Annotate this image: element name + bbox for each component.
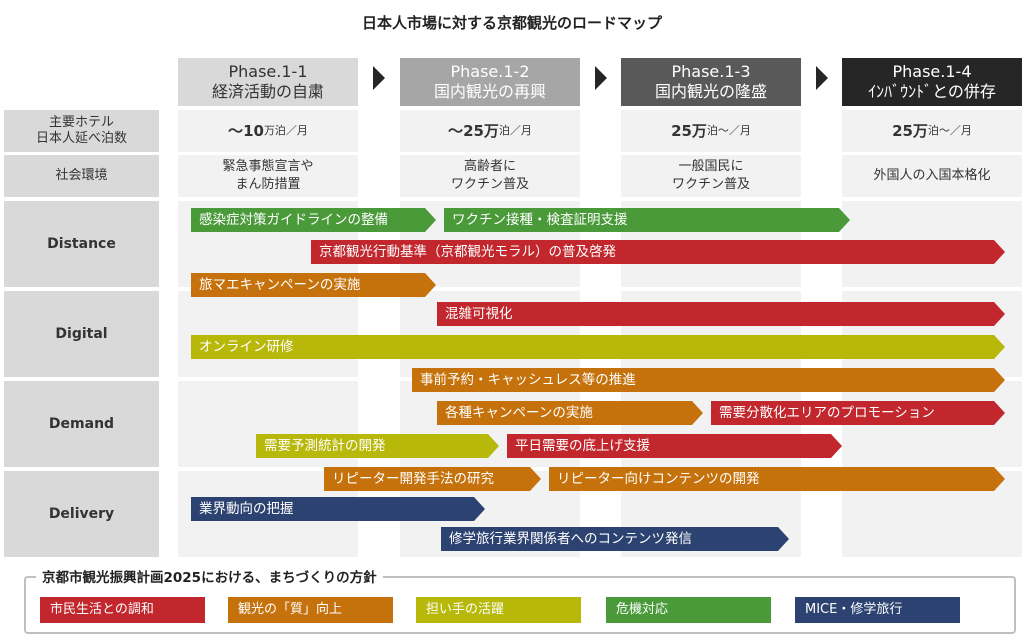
policy-box bbox=[24, 576, 1016, 634]
bar-guideline: 感染症対策ガイドラインの整備 bbox=[191, 208, 436, 232]
env-phase-1-3: 一般国民に ワクチン普及 bbox=[671, 159, 750, 192]
bar-vaccine-support: ワクチン接種・検査証明支援 bbox=[444, 208, 850, 232]
bar-forecast: 需要予測統計の開発 bbox=[256, 434, 499, 458]
bar-congestion: 混雑可視化 bbox=[437, 302, 1005, 326]
env-phase-1-4: 外国人の入国本格化 bbox=[873, 168, 991, 183]
policy-item-quality: 観光の「質」向上 bbox=[228, 597, 393, 623]
stays-prefix: 〜 bbox=[448, 122, 464, 140]
phase-1-4-header: Phase.1-4 ｲﾝﾊﾞｳﾝﾄﾞとの併存 bbox=[842, 58, 1022, 106]
stays-unit: 泊〜／月 bbox=[927, 124, 972, 137]
phase-1-3-header: Phase.1-3 国内観光の隆盛 bbox=[621, 58, 801, 106]
page-title: 日本人市場に対する京都観光のロードマップ bbox=[361, 14, 662, 32]
stays-number: 10 bbox=[243, 122, 264, 140]
bar-repeater-research: リピーター開発手法の研究 bbox=[324, 467, 541, 491]
bar-campaigns: 各種キャンペーンの実施 bbox=[437, 401, 703, 425]
stays-row-label: 主要ホテル 日本人延べ泊数 bbox=[4, 110, 159, 152]
stays-prefix: 〜 bbox=[228, 122, 244, 140]
section-digital: Digital bbox=[4, 291, 159, 377]
stays-unit: 泊／月 bbox=[498, 124, 532, 137]
phase-name: 国内観光の隆盛 bbox=[654, 82, 767, 101]
bar-school-trip: 修学旅行業界関係者へのコンテンツ発信 bbox=[441, 527, 789, 551]
policy-item-workforce: 担い手の活躍 bbox=[416, 597, 581, 623]
section-demand: Demand bbox=[4, 381, 159, 467]
stays-number: 25万 bbox=[671, 122, 707, 140]
chevron-right-icon bbox=[816, 66, 828, 90]
stays-number: 25万 bbox=[463, 122, 499, 140]
env-phase-1-1: 緊急事態宣言や まん防措置 bbox=[222, 159, 314, 192]
section-delivery: Delivery bbox=[4, 471, 159, 557]
stays-phase-1-3: 25万 泊〜／月 bbox=[621, 110, 801, 152]
bar-repeater-content: リピーター向けコンテンツの開発 bbox=[549, 467, 1005, 491]
phase-name: ｲﾝﾊﾞｳﾝﾄﾞとの併存 bbox=[868, 82, 996, 101]
chevron-right-icon bbox=[373, 66, 385, 90]
bar-area-promotion: 需要分散化エリアのプロモーション bbox=[711, 401, 1005, 425]
stays-phase-1-2: 〜 25万 泊／月 bbox=[400, 110, 580, 152]
bar-reservation: 事前予約・キャッシュレス等の推進 bbox=[412, 368, 1005, 392]
chevron-right-icon bbox=[595, 66, 607, 90]
bar-online-training: オンライン研修 bbox=[191, 335, 1005, 359]
stays-number: 25万 bbox=[892, 122, 928, 140]
stays-phase-1-1: 〜 10 万泊／月 bbox=[178, 110, 358, 152]
policy-title: 京都市観光振興計画2025における、まちづくりの方針 bbox=[36, 566, 383, 586]
phase-name: 国内観光の再興 bbox=[433, 82, 546, 101]
bar-pretrip-campaign: 旅マエキャンペーンの実施 bbox=[191, 273, 436, 297]
bar-moral: 京都観光行動基準（京都観光モラル）の普及啓発 bbox=[311, 240, 1005, 264]
stays-unit: 万泊／月 bbox=[263, 124, 308, 137]
bar-weekday: 平日需要の底上げ支援 bbox=[507, 434, 842, 458]
phase-1-2-header: Phase.1-2 国内観光の再興 bbox=[400, 58, 580, 106]
phase-code: Phase.1-1 bbox=[228, 62, 308, 81]
policy-item-harmony: 市民生活との調和 bbox=[40, 597, 205, 623]
env-row-label: 社会環境 bbox=[4, 155, 159, 197]
phase-code: Phase.1-4 bbox=[892, 62, 972, 81]
env-phase-1-2: 高齢者に ワクチン普及 bbox=[450, 159, 529, 192]
bar-industry-trends: 業界動向の把握 bbox=[191, 497, 485, 521]
section-distance: Distance bbox=[4, 201, 159, 287]
phase-name: 経済活動の自粛 bbox=[211, 82, 324, 101]
policy-item-crisis: 危機対応 bbox=[606, 597, 771, 623]
policy-item-mice: MICE・修学旅行 bbox=[795, 597, 960, 623]
phase-1-1-header: Phase.1-1 経済活動の自粛 bbox=[178, 58, 358, 106]
stays-phase-1-4: 25万 泊〜／月 bbox=[842, 110, 1022, 152]
stays-unit: 泊〜／月 bbox=[706, 124, 751, 137]
phase-code: Phase.1-3 bbox=[671, 62, 751, 81]
phase-code: Phase.1-2 bbox=[450, 62, 530, 81]
